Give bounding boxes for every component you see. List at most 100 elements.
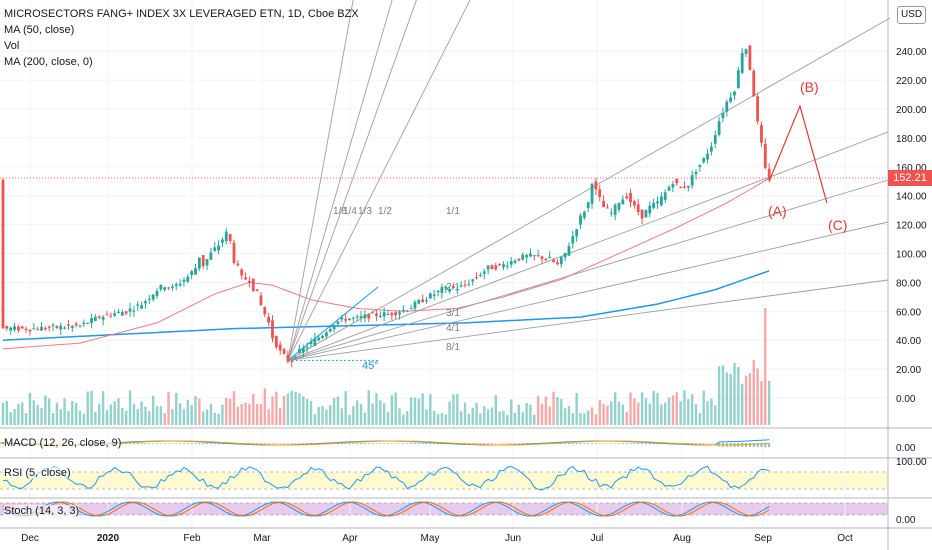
gann-fan-line	[287, 17, 891, 361]
rsi-band	[0, 472, 888, 489]
gann-fan-label: 1/4	[343, 206, 357, 217]
candle-body	[328, 328, 332, 332]
x-tick-label: Oct	[837, 533, 853, 544]
volume-bar	[375, 393, 378, 425]
macd-histogram-bar	[375, 443, 378, 444]
volume-bar	[648, 403, 651, 425]
macd-histogram-bar	[587, 443, 590, 444]
candle-body	[367, 313, 371, 319]
macd-histogram-bar	[514, 443, 517, 444]
candle-body	[386, 313, 390, 315]
volume-bar	[252, 394, 255, 425]
volume-bar	[225, 397, 228, 425]
candle-body	[378, 315, 382, 318]
candle-body	[151, 294, 155, 300]
volume-bar	[336, 396, 340, 425]
candle-body	[571, 236, 575, 244]
macd-histogram-bar	[583, 443, 586, 444]
macd-histogram-bar	[490, 443, 493, 444]
macd-histogram-bar	[691, 443, 694, 444]
candle-body	[713, 135, 717, 144]
candle-body	[171, 286, 174, 288]
macd-histogram-bar	[618, 443, 620, 444]
volume-bar	[679, 401, 682, 425]
volume-bar	[552, 391, 555, 425]
volume-bar	[733, 362, 736, 425]
candle-body	[479, 275, 482, 277]
candle-body	[413, 301, 417, 309]
candle-body	[63, 327, 66, 329]
macd-histogram-bar	[279, 443, 282, 444]
macd-histogram-bar	[132, 443, 135, 445]
macd-histogram-bar	[371, 443, 374, 444]
candle-body	[579, 215, 582, 225]
macd-histogram-bar	[163, 443, 166, 444]
macd-histogram-bar	[421, 443, 424, 445]
candle-body	[124, 311, 128, 314]
macd-histogram-bar	[506, 443, 509, 444]
candle-body	[305, 347, 309, 349]
candle-body	[629, 192, 632, 203]
volume-bar	[764, 308, 767, 425]
macd-histogram-bar	[594, 443, 597, 444]
volume-bar	[583, 413, 586, 425]
candle-body	[382, 312, 386, 317]
candle-body	[213, 247, 217, 251]
volume-bar	[9, 412, 12, 425]
volume-bar	[606, 405, 609, 425]
volume-bar	[456, 393, 459, 425]
candle-body	[575, 229, 579, 237]
candle-body	[309, 341, 313, 345]
macd-histogram-bar	[714, 443, 717, 444]
macd-histogram-bar	[564, 443, 567, 445]
volume-bar	[690, 394, 694, 425]
candle-body	[190, 271, 194, 276]
macd-histogram-bar	[286, 443, 289, 444]
macd-histogram-bar	[698, 443, 701, 444]
gann-fan-line	[287, 179, 889, 361]
candle-body	[548, 256, 552, 259]
candle-body	[440, 287, 444, 294]
wave-projection-line	[768, 104, 828, 204]
volume-bar	[371, 403, 374, 425]
x-tick-label: May	[421, 533, 440, 544]
volume-bar	[556, 397, 559, 425]
volume-bar	[309, 401, 313, 425]
volume-bar	[544, 396, 548, 425]
macd-histogram-bar	[290, 443, 293, 444]
candle-body	[51, 325, 55, 327]
candle-body	[221, 239, 224, 243]
candle-body	[375, 313, 378, 316]
macd-histogram-bar	[383, 443, 386, 444]
candle-body	[725, 101, 729, 112]
candle-body	[644, 210, 648, 218]
candle-body	[428, 293, 432, 299]
candle-body	[255, 289, 259, 292]
candle-body	[486, 265, 490, 270]
volume-bar	[652, 390, 655, 425]
candle-body	[282, 349, 286, 354]
volume-bar	[109, 404, 112, 425]
macd-histogram-bar	[633, 443, 636, 444]
macd-histogram-bar	[510, 443, 513, 444]
macd-signal-line	[0, 440, 770, 446]
candle-body	[409, 308, 413, 310]
macd-histogram-bar	[502, 443, 505, 444]
volume-bar	[525, 403, 528, 425]
y-tick-label: 240.00	[896, 47, 927, 58]
gann-fan-line	[287, 0, 417, 361]
volume-bar	[737, 366, 740, 425]
x-tick-label: Mar	[253, 533, 271, 544]
macd-histogram-bar	[259, 443, 262, 444]
volume-bar	[151, 395, 155, 425]
gann-fan-label: 1/1	[446, 206, 460, 217]
currency-button[interactable]: USD	[897, 6, 926, 24]
y-tick-label: 20.00	[896, 365, 921, 376]
candle-body	[556, 262, 559, 265]
volume-bar	[367, 390, 370, 425]
candle-body	[248, 280, 251, 283]
y-tick-label: 200.00	[896, 105, 927, 116]
candle-body	[740, 53, 744, 73]
